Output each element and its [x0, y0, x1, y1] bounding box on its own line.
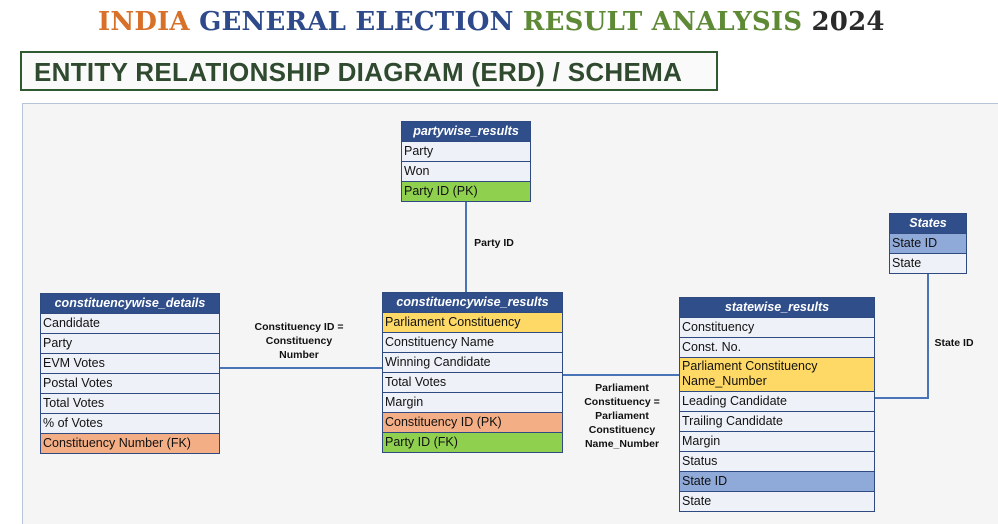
- title-general-election: GENERAL ELECTION: [199, 7, 514, 37]
- field-postal-votes: Postal Votes: [41, 373, 219, 393]
- field-won: Won: [402, 161, 530, 181]
- subtitle-box: ENTITY RELATIONSHIP DIAGRAM (ERD) / SCHE…: [20, 51, 718, 91]
- relation-line: Parliament: [595, 382, 649, 394]
- field-total-votes: Total Votes: [383, 372, 562, 392]
- entity-statewise-results[interactable]: statewise_results Constituency Const. No…: [679, 297, 875, 512]
- field-margin: Margin: [680, 431, 874, 451]
- relation-label-parliament-constituency: Parliament Constituency = Parliament Con…: [574, 381, 670, 451]
- field-party-id-fk: Party ID (FK): [383, 432, 562, 452]
- field-percent-votes: % of Votes: [41, 413, 219, 433]
- relation-line: Constituency: [588, 424, 656, 436]
- field-evm-votes: EVM Votes: [41, 353, 219, 373]
- entity-header: partywise_results: [402, 122, 530, 141]
- subtitle: ENTITY RELATIONSHIP DIAGRAM (ERD) / SCHE…: [34, 57, 683, 87]
- field-parliament-constituency-name-number: Parliament Constituency Name_Number: [680, 357, 874, 391]
- title-result-analysis: RESULT ANALYSIS: [522, 7, 803, 37]
- field-margin: Margin: [383, 392, 562, 412]
- entity-constituencywise-results[interactable]: constituencywise_results Parliament Cons…: [382, 292, 563, 453]
- relation-line: Constituency =: [584, 396, 660, 408]
- field-constituency: Constituency: [680, 317, 874, 337]
- title-india: INDIA: [98, 7, 190, 37]
- field-constituency-name: Constituency Name: [383, 332, 562, 352]
- field-party: Party: [402, 141, 530, 161]
- entity-header: constituencywise_details: [41, 294, 219, 313]
- relation-line: Constituency: [265, 335, 333, 347]
- field-state-id: State ID: [890, 233, 966, 253]
- field-parliament-constituency: Parliament Constituency: [383, 312, 562, 332]
- field-party-id-pk: Party ID (PK): [402, 181, 530, 201]
- relation-line: Parliament: [595, 410, 649, 422]
- entity-constituencywise-details[interactable]: constituencywise_details Candidate Party…: [40, 293, 220, 454]
- entity-header: constituencywise_results: [383, 293, 562, 312]
- field-trailing-candidate: Trailing Candidate: [680, 411, 874, 431]
- link-state: [875, 273, 929, 399]
- field-state: State: [890, 253, 966, 273]
- entity-partywise-results[interactable]: partywise_results Party Won Party ID (PK…: [401, 121, 531, 202]
- relation-line: Number: [279, 349, 319, 361]
- entity-states[interactable]: States State ID State: [889, 213, 967, 274]
- field-status: Status: [680, 451, 874, 471]
- relation-label-party-id: Party ID: [474, 237, 514, 249]
- relation-line: Constituency ID =: [254, 321, 344, 333]
- field-state-id: State ID: [680, 471, 874, 491]
- field-constituency-number-fk: Constituency Number (FK): [41, 433, 219, 453]
- field-party: Party: [41, 333, 219, 353]
- field-total-votes: Total Votes: [41, 393, 219, 413]
- connector-lines: [220, 197, 929, 399]
- relation-line: Name_Number: [584, 438, 660, 450]
- entity-header: statewise_results: [680, 298, 874, 317]
- field-state: State: [680, 491, 874, 511]
- field-const-no: Const. No.: [680, 337, 874, 357]
- page-title: INDIA GENERAL ELECTION RESULT ANALYSIS 2…: [98, 4, 885, 40]
- relation-label-state-id: State ID: [934, 337, 974, 349]
- field-winning-candidate: Winning Candidate: [383, 352, 562, 372]
- field-constituency-id-pk: Constituency ID (PK): [383, 412, 562, 432]
- title-year: 2024: [811, 7, 885, 37]
- entity-header: States: [890, 214, 966, 233]
- relation-label-constituency-id: Constituency ID = Constituency Number: [246, 320, 352, 362]
- field-candidate: Candidate: [41, 313, 219, 333]
- field-leading-candidate: Leading Candidate: [680, 391, 874, 411]
